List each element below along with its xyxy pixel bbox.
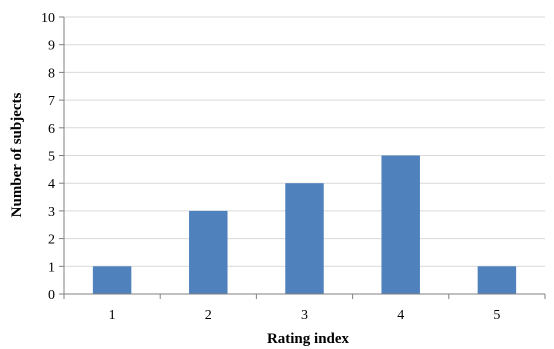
bar-3	[285, 183, 324, 294]
y-tick-label: 2	[48, 233, 55, 248]
y-tick-label: 4	[48, 177, 55, 192]
y-tick-label: 1	[48, 260, 55, 275]
bar-2	[189, 210, 228, 294]
x-axis-title: Rating index	[267, 331, 350, 347]
y-tick-label: 10	[41, 11, 55, 26]
y-tick-labels: 0 1 2 3 4 5 6 7 8 9 10	[41, 11, 55, 303]
x-tick-label: 4	[397, 308, 404, 323]
axes	[59, 16, 546, 299]
bar-4	[381, 155, 420, 294]
y-tick-label: 5	[48, 150, 55, 165]
y-tick-label: 6	[48, 122, 55, 137]
y-tick-label: 3	[48, 205, 55, 220]
y-tick-label: 7	[48, 94, 55, 109]
x-tick-label: 1	[109, 308, 116, 323]
y-tick-label: 9	[48, 39, 55, 54]
x-tick-label: 2	[205, 308, 212, 323]
y-tick-label: 0	[48, 288, 55, 303]
bar-1	[92, 266, 132, 294]
x-tick-label: 5	[493, 308, 500, 323]
y-tick-label: 8	[48, 66, 55, 81]
gridlines	[64, 16, 545, 267]
bars	[92, 155, 517, 294]
y-axis-title: Number of subjects	[9, 92, 25, 217]
bar-5	[477, 266, 517, 294]
x-tick-label: 3	[301, 308, 308, 323]
x-tick-labels: 1 2 3 4 5	[109, 308, 501, 323]
